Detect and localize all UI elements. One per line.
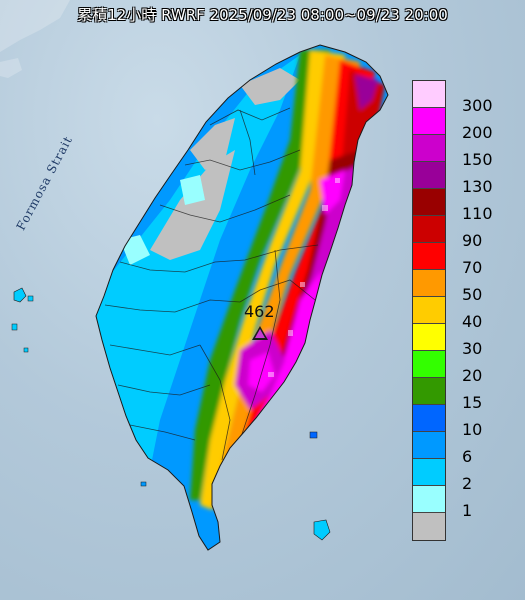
coastline <box>95 44 389 551</box>
legend-label: 2 <box>462 474 473 493</box>
legend-swatch <box>413 108 445 135</box>
max-value-triangle-icon <box>252 326 268 340</box>
legend-swatch <box>413 405 445 432</box>
legend-label: 70 <box>462 258 483 277</box>
mainland-coast <box>0 0 70 78</box>
legend-label: 15 <box>462 393 483 412</box>
legend-swatch <box>413 270 445 297</box>
legend-swatch <box>413 243 445 270</box>
legend-label: 90 <box>462 231 483 250</box>
max-value-label: 462 <box>244 302 275 321</box>
legend-swatch <box>413 216 445 243</box>
legend-label: 30 <box>462 339 483 358</box>
penghu-islands <box>11 287 34 353</box>
legend-swatch <box>413 81 445 108</box>
legend-swatch <box>413 351 445 378</box>
legend-label: 20 <box>462 366 483 385</box>
legend-label: 300 <box>462 96 493 115</box>
legend-label: 50 <box>462 285 483 304</box>
legend-swatch <box>413 189 445 216</box>
legend-colorbar <box>412 80 446 541</box>
legend-swatch <box>413 324 445 351</box>
legend-swatch <box>413 297 445 324</box>
legend-swatch <box>413 162 445 189</box>
legend-label: 200 <box>462 123 493 142</box>
legend-label: 10 <box>462 420 483 439</box>
legend-swatch <box>413 486 445 513</box>
legend-swatch <box>413 513 445 540</box>
legend-label: 1 <box>462 501 473 520</box>
legend-swatch <box>413 432 445 459</box>
legend-swatch <box>413 135 445 162</box>
legend-label: 130 <box>462 177 493 196</box>
legend-label: 110 <box>462 204 493 223</box>
offshore-islands-east <box>140 431 331 541</box>
legend-swatch <box>413 459 445 486</box>
legend-label: 6 <box>462 447 473 466</box>
color-legend: 300 200 150 130 110 90 70 50 40 30 20 15 10 6 2 1 <box>412 80 522 570</box>
legend-label: 150 <box>462 150 493 169</box>
legend-swatch <box>413 378 445 405</box>
legend-label: 40 <box>462 312 483 331</box>
map-title: 累積12小時 RWRF 2025/09/23 08:00~09/23 20:00 <box>77 6 448 24</box>
